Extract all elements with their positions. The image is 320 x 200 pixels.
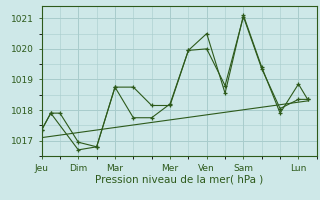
X-axis label: Pression niveau de la mer( hPa ): Pression niveau de la mer( hPa ) bbox=[95, 174, 263, 184]
